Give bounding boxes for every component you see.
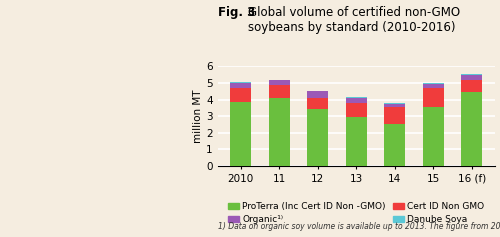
Bar — [268, 98, 290, 166]
Bar — [346, 97, 367, 98]
Bar — [307, 91, 328, 98]
Bar — [346, 103, 367, 117]
Bar — [230, 83, 252, 88]
Bar — [346, 98, 367, 103]
Bar — [422, 84, 444, 88]
Bar — [384, 107, 406, 124]
Bar — [461, 75, 482, 81]
Bar — [422, 83, 444, 84]
Bar — [422, 107, 444, 166]
Legend: ProTerra (Inc Cert ID Non -GMO), Organic¹⁾, Cert ID Non GMO, Danube Soya: ProTerra (Inc Cert ID Non -GMO), Organic… — [224, 198, 488, 228]
Bar — [384, 103, 406, 104]
Bar — [461, 81, 482, 92]
Bar — [230, 82, 252, 83]
Bar — [346, 117, 367, 166]
Bar — [384, 124, 406, 166]
Bar — [422, 88, 444, 107]
Text: Global volume of certified non-GMO
soybeans by standard (2010-2016): Global volume of certified non-GMO soybe… — [248, 6, 460, 34]
Bar — [307, 109, 328, 166]
Bar — [230, 88, 252, 102]
Bar — [384, 104, 406, 107]
Bar — [461, 92, 482, 166]
Y-axis label: million MT: million MT — [193, 89, 203, 143]
Bar — [268, 80, 290, 86]
Text: Fig. 3: Fig. 3 — [218, 6, 259, 19]
Bar — [230, 102, 252, 166]
Text: 1) Data on organic soy volume is available up to 2013. The figure from 2013 is u: 1) Data on organic soy volume is availab… — [218, 222, 500, 231]
Bar — [307, 98, 328, 109]
Bar — [268, 86, 290, 98]
Bar — [461, 74, 482, 75]
